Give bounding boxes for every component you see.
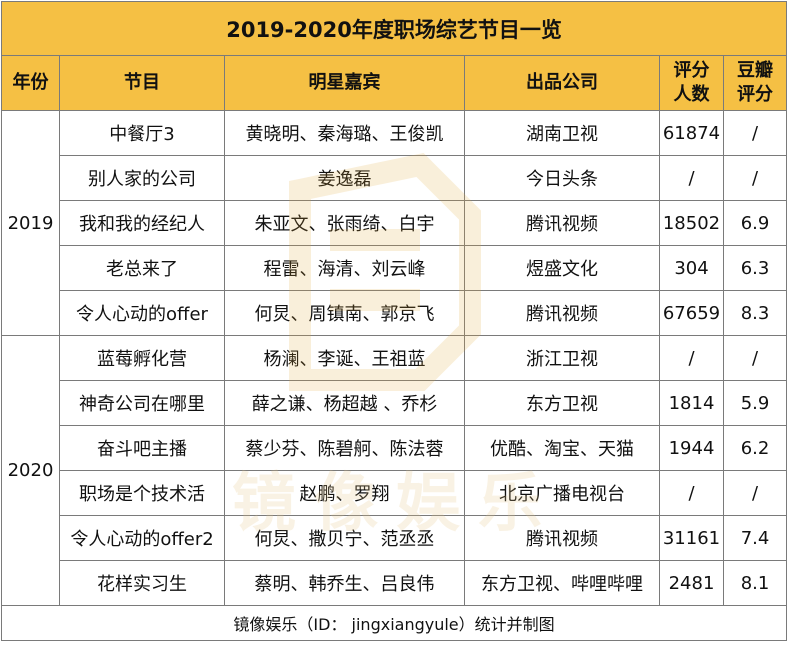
score-cell: / bbox=[722, 470, 788, 516]
program-cell: 老总来了 bbox=[59, 245, 225, 291]
guests-cell: 薛之谦、杨超越 、乔杉 bbox=[224, 380, 465, 426]
header-score-line1: 豆瓣 bbox=[737, 60, 774, 81]
table-row: 神奇公司在哪里 薛之谦、杨超越 、乔杉 东方卫视 1814 5.9 bbox=[2, 380, 788, 426]
table-row: 2020 蓝莓孵化营 杨澜、李诞、王祖蓝 浙江卫视 / / bbox=[1, 335, 788, 606]
header-program: 节目 bbox=[59, 55, 225, 111]
program-cell: 神奇公司在哪里 bbox=[59, 380, 225, 426]
table-row: 别人家的公司 姜逸磊 今日头条 / / bbox=[2, 155, 788, 201]
company-cell: 腾讯视频 bbox=[464, 290, 660, 336]
table-row: 职场是个技术活 赵鹏、罗翔 北京广播电视台 / / bbox=[2, 470, 788, 516]
company-cell: 浙江卫视 bbox=[464, 335, 660, 381]
raters-cell: 2481 bbox=[659, 560, 724, 606]
raters-cell: 304 bbox=[659, 245, 724, 291]
score-cell: 7.4 bbox=[722, 515, 788, 561]
guests-cell: 赵鹏、罗翔 bbox=[224, 470, 465, 516]
guests-cell: 蔡少芬、陈碧舸、陈法蓉 bbox=[224, 425, 465, 471]
guests-cell: 程雷、海清、刘云峰 bbox=[224, 245, 465, 291]
guests-cell: 黄晓明、秦海璐、王俊凯 bbox=[224, 110, 465, 156]
table-row: 令人心动的offer 何炅、周镇南、郭京飞 腾讯视频 67659 8.3 bbox=[2, 290, 788, 336]
header-company: 出品公司 bbox=[464, 55, 660, 111]
year-cell-2019: 2019 bbox=[1, 110, 60, 336]
program-cell: 花样实习生 bbox=[59, 560, 225, 606]
program-cell: 奋斗吧主播 bbox=[59, 425, 225, 471]
raters-cell: 31161 bbox=[659, 515, 724, 561]
raters-cell: / bbox=[659, 470, 724, 516]
company-cell: 东方卫视、哔哩哔哩 bbox=[464, 560, 660, 606]
guests-cell: 何炅、撒贝宁、范丞丞 bbox=[224, 515, 465, 561]
score-cell: 5.9 bbox=[722, 380, 788, 426]
program-cell: 中餐厅3 bbox=[59, 110, 225, 156]
table-row: 老总来了 程雷、海清、刘云峰 煜盛文化 304 6.3 bbox=[2, 245, 788, 291]
score-cell: / bbox=[722, 335, 788, 381]
header-guests: 明星嘉宾 bbox=[224, 55, 465, 111]
program-cell: 我和我的经纪人 bbox=[59, 200, 225, 246]
table-title: 2019-2020年度职场综艺节目一览 bbox=[0, 1, 788, 56]
guests-cell: 何炅、周镇南、郭京飞 bbox=[224, 290, 465, 336]
guests-cell: 蔡明、韩乔生、吕良伟 bbox=[224, 560, 465, 606]
score-cell: 8.1 bbox=[722, 560, 788, 606]
company-cell: 优酷、淘宝、天猫 bbox=[464, 425, 660, 471]
header-year: 年份 bbox=[1, 55, 60, 111]
raters-cell: 18502 bbox=[659, 200, 724, 246]
guests-cell: 朱亚文、张雨绮、白宇 bbox=[224, 200, 465, 246]
program-cell: 令人心动的offer2 bbox=[59, 515, 225, 561]
program-cell: 蓝莓孵化营 bbox=[59, 335, 225, 381]
source-note: 镜像娱乐（ID： jingxiangyule）统计并制图 bbox=[0, 605, 788, 641]
raters-cell: / bbox=[659, 335, 724, 381]
score-cell: 6.2 bbox=[722, 425, 788, 471]
header-raters-line2: 人数 bbox=[673, 84, 710, 105]
guests-cell: 姜逸磊 bbox=[224, 155, 465, 201]
header-raters: 评分 人数 bbox=[659, 55, 724, 111]
program-cell: 职场是个技术活 bbox=[59, 470, 225, 516]
company-cell: 东方卫视 bbox=[464, 380, 660, 426]
table-row: 花样实习生 蔡明、韩乔生、吕良伟 东方卫视、哔哩哔哩 2481 8.1 bbox=[2, 560, 788, 606]
raters-cell: 1814 bbox=[659, 380, 724, 426]
table-row: 2019 中餐厅3 黄晓明、秦海璐、王俊凯 湖南卫视 61874 / bbox=[1, 110, 788, 336]
score-cell: 6.3 bbox=[722, 245, 788, 291]
company-cell: 今日头条 bbox=[464, 155, 660, 201]
header-score: 豆瓣 评分 bbox=[722, 55, 788, 111]
score-cell: 6.9 bbox=[722, 200, 788, 246]
program-cell: 别人家的公司 bbox=[59, 155, 225, 201]
company-cell: 湖南卫视 bbox=[464, 110, 660, 156]
header-raters-line1: 评分 bbox=[673, 60, 710, 81]
raters-cell: 61874 bbox=[659, 110, 724, 156]
raters-cell: 1944 bbox=[659, 425, 724, 471]
table-row: 令人心动的offer2 何炅、撒贝宁、范丞丞 腾讯视频 31161 7.4 bbox=[2, 515, 788, 561]
raters-cell: / bbox=[659, 155, 724, 201]
company-cell: 腾讯视频 bbox=[464, 515, 660, 561]
score-cell: / bbox=[722, 110, 788, 156]
company-cell: 北京广播电视台 bbox=[464, 470, 660, 516]
guests-cell: 杨澜、李诞、王祖蓝 bbox=[224, 335, 465, 381]
table-row: 奋斗吧主播 蔡少芬、陈碧舸、陈法蓉 优酷、淘宝、天猫 1944 6.2 bbox=[2, 425, 788, 471]
program-cell: 令人心动的offer bbox=[59, 290, 225, 336]
score-cell: / bbox=[722, 155, 788, 201]
table-row: 我和我的经纪人 朱亚文、张雨绮、白宇 腾讯视频 18502 6.9 bbox=[2, 200, 788, 246]
company-cell: 煜盛文化 bbox=[464, 245, 660, 291]
raters-cell: 67659 bbox=[659, 290, 724, 336]
score-cell: 8.3 bbox=[722, 290, 788, 336]
year-cell-2020: 2020 bbox=[1, 335, 60, 606]
header-score-line2: 评分 bbox=[737, 84, 774, 105]
company-cell: 腾讯视频 bbox=[464, 200, 660, 246]
